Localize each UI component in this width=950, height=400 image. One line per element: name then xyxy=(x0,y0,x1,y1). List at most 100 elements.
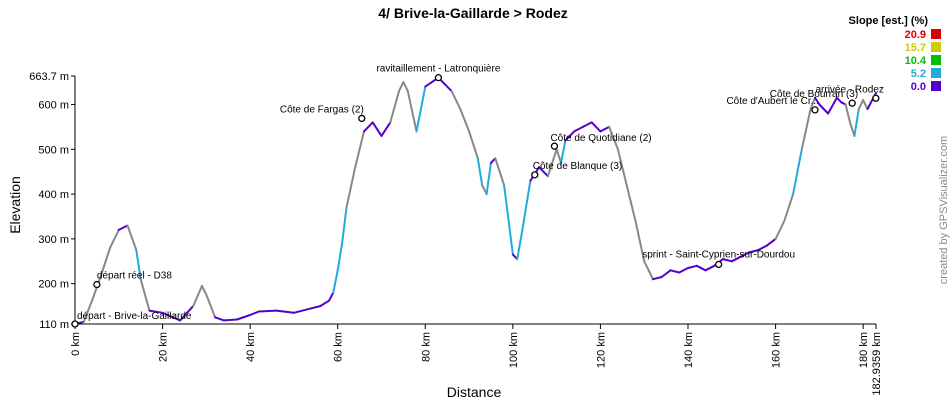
elevation-segment xyxy=(616,148,628,187)
x-tick-label: 180 km xyxy=(858,332,870,368)
elevation-segment xyxy=(371,121,383,137)
elevation-segment xyxy=(783,193,795,222)
elevation-segment xyxy=(126,224,138,252)
elevation-segment xyxy=(748,249,760,254)
elevation-segment xyxy=(739,251,751,258)
elevation-segment xyxy=(494,157,506,187)
waypoint-marker xyxy=(811,106,819,114)
legend: Slope [est.] (%) 20.915.710.45.20.0 xyxy=(849,15,941,93)
x-tick-label: 120 km xyxy=(595,332,607,368)
elevation-segment xyxy=(822,108,830,115)
waypoint-marker xyxy=(872,94,880,102)
elevation-segment xyxy=(310,305,322,310)
elevation-segment xyxy=(634,220,646,263)
waypoint-marker xyxy=(358,114,366,123)
elevation-segment xyxy=(109,228,120,249)
waypoint-marker xyxy=(434,74,443,82)
x-tick-label: 182.9359 km xyxy=(871,332,883,396)
elevation-segment xyxy=(516,233,523,261)
waypoint-marker xyxy=(550,142,559,150)
elevation-segment xyxy=(538,166,549,178)
elevation-segment xyxy=(476,157,484,187)
elevation-segment xyxy=(765,237,777,247)
elevation-segment xyxy=(201,284,208,296)
waypoint-label: Côte de Blanque (3) xyxy=(533,161,623,172)
series-layer xyxy=(74,76,877,325)
elevation-segment xyxy=(862,99,869,110)
legend-title: Slope [est.] (%) xyxy=(849,15,929,27)
elevation-segment xyxy=(757,244,768,252)
legend-swatch xyxy=(931,55,941,65)
x-axis-title: Distance xyxy=(447,384,502,400)
elevation-segment xyxy=(398,81,405,93)
elevation-segment xyxy=(148,309,164,314)
elevation-segment xyxy=(678,267,689,274)
elevation-segment xyxy=(402,81,409,93)
elevation-segment xyxy=(827,96,838,115)
elevation-segment xyxy=(319,299,330,308)
elevation-segment xyxy=(179,305,195,322)
elevation-segment xyxy=(450,90,462,110)
waypoint-layer: départ - Brive-la-Gaillarde départ réel -… xyxy=(71,64,884,328)
elevation-segment xyxy=(332,269,339,294)
elevation-segment xyxy=(669,269,681,274)
x-tick-label: 160 km xyxy=(771,332,783,368)
elevation-segment xyxy=(406,90,418,133)
elevation-segment xyxy=(560,139,567,164)
elevation-segment xyxy=(774,220,786,240)
elevation-segment xyxy=(389,90,400,124)
waypoint-marker xyxy=(531,171,539,179)
elevation-segment xyxy=(328,291,335,302)
elevation-segment xyxy=(608,125,619,151)
elevation-segment xyxy=(161,311,182,322)
credit-text: created by GPSVisualizer.com xyxy=(938,136,950,284)
legend-item-label: 10.4 xyxy=(905,55,927,67)
elevation-segment xyxy=(818,103,825,110)
elevation-segment xyxy=(205,293,217,319)
elevation-segment xyxy=(139,278,151,312)
elevation-segment xyxy=(555,148,562,164)
waypoint-label: Côte d'Aubert le Cr... xyxy=(726,96,819,107)
x-tick-label: 0 km xyxy=(70,332,82,356)
y-tick-label: 200 m xyxy=(38,279,69,291)
elevation-segment xyxy=(485,161,492,196)
elevation-segment xyxy=(792,148,803,196)
elevation-segment xyxy=(380,121,392,137)
y-tick-label: 600 m xyxy=(38,100,69,112)
chart-title: 4/ Brive-la-Gaillarde > Rodez xyxy=(378,5,567,21)
axis-layer: 0 km 20 km 40 km 60 km 80 km 100 km 120 km 140 … xyxy=(29,71,883,396)
elevation-segment xyxy=(363,121,374,133)
waypoint-marker xyxy=(71,320,79,328)
x-tick-label: 20 km xyxy=(158,332,170,362)
elevation-segment xyxy=(814,96,821,106)
waypoint-marker xyxy=(93,280,101,289)
legend-item-label: 15.7 xyxy=(905,42,926,54)
waypoint-label: arrivée - Rodez xyxy=(815,84,883,95)
elevation-segment xyxy=(135,249,142,281)
elevation-segment xyxy=(100,246,111,276)
legend-swatch xyxy=(931,68,941,78)
elevation-segment xyxy=(722,258,733,263)
elevation-segment xyxy=(573,125,584,133)
elevation-segment xyxy=(546,148,558,178)
elevation-segment xyxy=(853,108,860,137)
legend-swatch xyxy=(931,81,941,91)
elevation-segment xyxy=(82,298,94,323)
elevation-segment xyxy=(809,96,816,110)
waypoint-label: départ réel - D38 xyxy=(97,271,172,282)
legend-item-label: 5.2 xyxy=(911,68,926,80)
elevation-segment xyxy=(257,309,278,313)
waypoint-label: Côte de Bourran (3) xyxy=(770,89,858,100)
x-tick-label: 140 km xyxy=(683,332,695,368)
x-tick-label: 80 km xyxy=(420,332,432,362)
x-tick-label: 60 km xyxy=(333,332,345,362)
x-tick-label: 40 km xyxy=(245,332,257,362)
elevation-segment xyxy=(730,255,742,263)
elevation-segment xyxy=(643,260,654,281)
y-tick-label: 663.7 m xyxy=(29,71,69,83)
elevation-segment xyxy=(800,108,812,151)
legend-item-label: 20.9 xyxy=(905,29,926,41)
elevation-segment xyxy=(415,85,427,133)
elevation-segment xyxy=(222,318,238,322)
